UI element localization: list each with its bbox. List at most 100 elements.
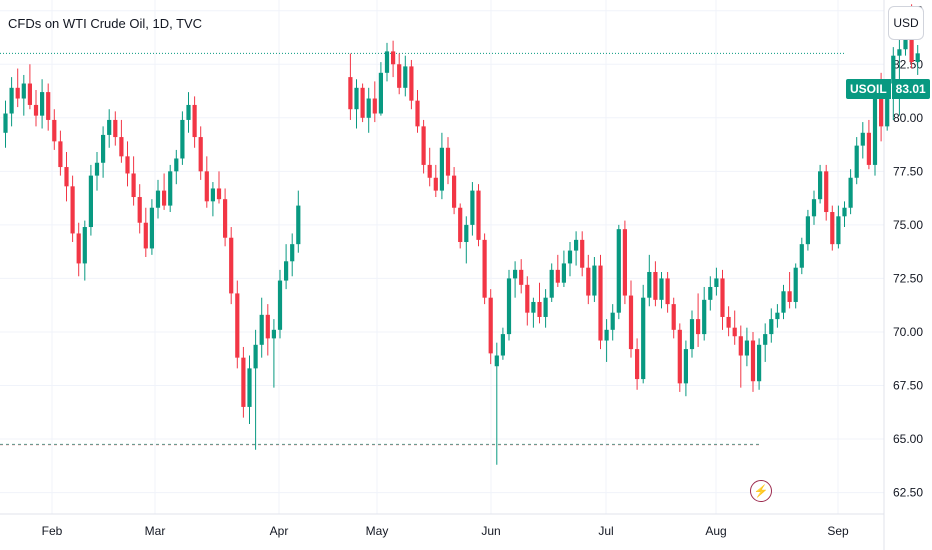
currency-button[interactable]: USD bbox=[888, 6, 924, 40]
candle-body bbox=[88, 175, 93, 228]
y-tick-label: 62.50 bbox=[893, 486, 923, 500]
candle-body bbox=[891, 55, 896, 84]
candle-body bbox=[732, 327, 737, 337]
candle-body bbox=[149, 207, 154, 249]
candle-body bbox=[284, 261, 289, 281]
candle-body bbox=[290, 244, 295, 262]
candle-body bbox=[738, 336, 743, 356]
candle-body bbox=[470, 190, 475, 225]
candle-body bbox=[204, 171, 209, 202]
candle-body bbox=[265, 314, 270, 339]
candle-body bbox=[763, 334, 768, 345]
y-tick-label: 77.50 bbox=[893, 164, 923, 178]
candle-body bbox=[866, 132, 871, 165]
candle-body bbox=[223, 199, 228, 238]
candle-body bbox=[384, 51, 390, 73]
candle-body bbox=[76, 233, 81, 264]
candle-body bbox=[107, 119, 112, 135]
x-tick-label: Aug bbox=[705, 524, 726, 538]
price-badge-symbol: USOIL bbox=[846, 79, 891, 99]
candle-body bbox=[519, 269, 524, 285]
candle-body bbox=[909, 27, 914, 63]
candle-body bbox=[555, 269, 560, 283]
candle-body bbox=[366, 98, 371, 118]
candle-body bbox=[702, 299, 707, 335]
candle-body bbox=[372, 98, 377, 114]
candle-body bbox=[586, 267, 591, 296]
lightning-icon[interactable]: ⚡ bbox=[750, 480, 772, 502]
candle-body bbox=[186, 104, 191, 120]
candle-body bbox=[567, 250, 573, 264]
candle-body bbox=[836, 216, 841, 245]
candle-body bbox=[360, 87, 365, 118]
candle-body bbox=[635, 349, 640, 380]
candle-body bbox=[879, 98, 884, 127]
candle-body bbox=[397, 64, 402, 88]
candle-body bbox=[683, 349, 688, 384]
candle-body bbox=[40, 92, 45, 116]
candle-body bbox=[70, 186, 75, 234]
candle-body bbox=[830, 212, 835, 245]
candle-body bbox=[409, 66, 414, 101]
candle-body bbox=[811, 199, 817, 217]
candle-body bbox=[659, 278, 664, 300]
candle-body bbox=[726, 316, 731, 328]
candle-body bbox=[143, 222, 148, 249]
candle-body bbox=[168, 171, 173, 206]
candle-body bbox=[33, 104, 39, 116]
candle-body bbox=[253, 344, 258, 369]
candle-body bbox=[653, 271, 658, 300]
candle-body bbox=[94, 162, 100, 176]
candle-body bbox=[427, 164, 432, 178]
candle-body bbox=[842, 207, 847, 217]
x-tick-label: Jun bbox=[481, 524, 500, 538]
candle-body bbox=[354, 87, 359, 110]
candle-body bbox=[714, 278, 719, 287]
candle-body bbox=[119, 137, 124, 157]
candle-body bbox=[860, 132, 865, 146]
y-tick-label: 72.50 bbox=[893, 271, 923, 285]
candle-body bbox=[162, 190, 167, 206]
candle-body bbox=[897, 49, 902, 56]
candle-body bbox=[525, 284, 530, 313]
candle-body bbox=[592, 265, 597, 296]
candle-body bbox=[689, 319, 695, 350]
candle-body bbox=[82, 227, 87, 264]
candle-body bbox=[52, 119, 57, 142]
candle-body bbox=[403, 66, 408, 88]
candle-body bbox=[506, 278, 512, 335]
candle-body bbox=[58, 141, 63, 168]
candle-body bbox=[781, 291, 786, 313]
candle-body bbox=[494, 355, 499, 367]
candle-body bbox=[137, 197, 142, 223]
candle-body bbox=[677, 329, 682, 384]
x-tick-label: Sep bbox=[827, 524, 849, 538]
candle-body bbox=[775, 312, 780, 320]
candle-body bbox=[125, 156, 130, 174]
candle-body bbox=[174, 158, 179, 172]
candle-body bbox=[604, 329, 609, 341]
candle-body bbox=[537, 301, 542, 317]
last-price-badge[interactable]: USOIL 83.01 bbox=[846, 79, 930, 99]
candle-body bbox=[616, 229, 621, 313]
candle-body bbox=[271, 329, 276, 339]
y-tick-label: 65.00 bbox=[893, 432, 923, 446]
candle-body bbox=[744, 340, 749, 356]
candle-body bbox=[433, 177, 438, 191]
candle-body bbox=[488, 297, 493, 354]
candle-body bbox=[415, 100, 420, 127]
y-tick-label: 75.00 bbox=[893, 218, 923, 232]
candle-body bbox=[787, 291, 792, 302]
candle-body bbox=[818, 171, 823, 200]
candle-body bbox=[793, 267, 798, 302]
candle-body bbox=[622, 229, 627, 296]
candle-body bbox=[131, 173, 136, 198]
candle-body bbox=[500, 334, 505, 356]
candle-body bbox=[421, 126, 426, 165]
candle-body bbox=[708, 286, 713, 300]
candle-body bbox=[561, 263, 566, 283]
candle-body bbox=[458, 207, 463, 243]
candle-body bbox=[391, 51, 396, 65]
price-badge-value: 83.01 bbox=[891, 79, 930, 99]
